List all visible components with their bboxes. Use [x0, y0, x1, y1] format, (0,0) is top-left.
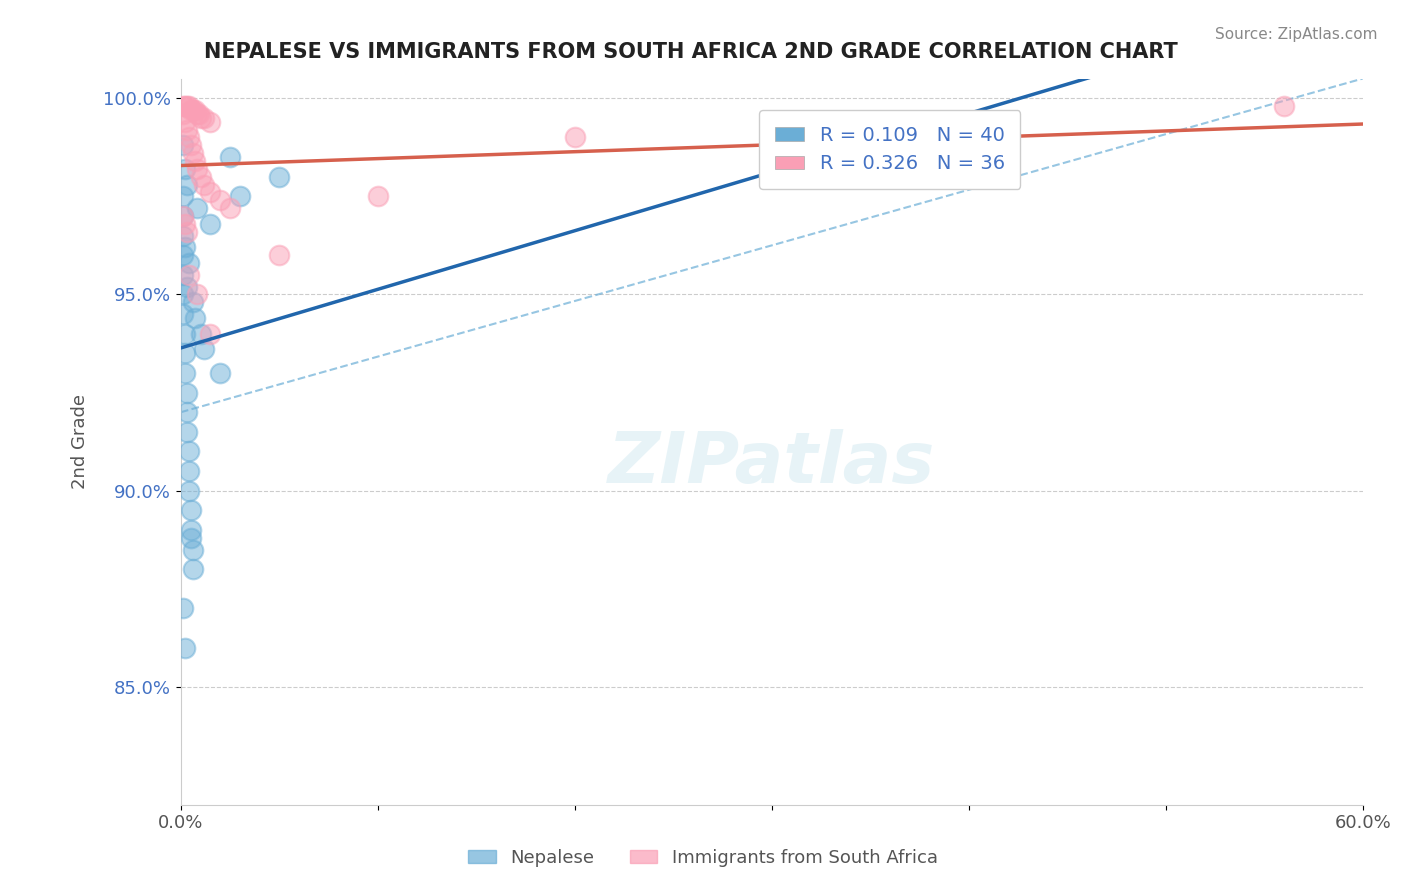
Point	[176, 99, 198, 113]
Point	[269, 169, 291, 184]
Text: ZIPatlas: ZIPatlas	[607, 429, 935, 498]
Point	[190, 111, 212, 125]
Point	[200, 326, 222, 341]
Point	[190, 169, 212, 184]
Legend: R = 0.109   N = 40, R = 0.326   N = 36: R = 0.109 N = 40, R = 0.326 N = 36	[759, 110, 1021, 189]
Point	[180, 503, 202, 517]
Point	[172, 228, 194, 243]
Point	[181, 146, 204, 161]
Point	[176, 405, 198, 419]
Point	[177, 268, 200, 282]
Point	[177, 99, 200, 113]
Point	[176, 279, 198, 293]
Legend: Nepalese, Immigrants from South Africa: Nepalese, Immigrants from South Africa	[461, 842, 945, 874]
Point	[190, 326, 212, 341]
Point	[177, 483, 200, 498]
Point	[173, 161, 195, 176]
Point	[183, 154, 205, 169]
Point	[269, 248, 291, 262]
Point	[176, 122, 198, 136]
Point	[173, 99, 195, 113]
Point	[209, 366, 232, 380]
Point	[187, 107, 209, 121]
Point	[173, 326, 195, 341]
Point	[172, 189, 194, 203]
Point	[186, 107, 208, 121]
Point	[1272, 99, 1295, 113]
Point	[181, 103, 204, 117]
Point	[172, 138, 194, 153]
Point	[172, 287, 194, 301]
Point	[193, 343, 215, 357]
Point	[177, 464, 200, 478]
Point	[177, 444, 200, 458]
Point	[176, 178, 198, 192]
Point	[172, 99, 194, 113]
Point	[193, 111, 215, 125]
Point	[186, 161, 208, 176]
Text: NEPALESE VS IMMIGRANTS FROM SOUTH AFRICA 2ND GRADE CORRELATION CHART: NEPALESE VS IMMIGRANTS FROM SOUTH AFRICA…	[204, 42, 1178, 62]
Point	[200, 115, 222, 129]
Point	[176, 425, 198, 439]
Point	[186, 287, 208, 301]
Point	[209, 194, 232, 208]
Point	[173, 240, 195, 254]
Point	[193, 178, 215, 192]
Point	[173, 217, 195, 231]
Point	[181, 542, 204, 557]
Point	[564, 130, 586, 145]
Point	[172, 248, 194, 262]
Point	[172, 307, 194, 321]
Point	[200, 186, 222, 200]
Point	[183, 311, 205, 326]
Point	[173, 640, 195, 655]
Point	[181, 295, 204, 310]
Point	[181, 562, 204, 576]
Point	[180, 138, 202, 153]
Point	[229, 189, 252, 203]
Point	[200, 217, 222, 231]
Point	[177, 256, 200, 270]
Point	[180, 531, 202, 545]
Point	[918, 150, 941, 164]
Point	[172, 209, 194, 223]
Point	[176, 225, 198, 239]
Point	[219, 150, 242, 164]
Point	[172, 209, 194, 223]
Point	[183, 103, 205, 117]
Point	[180, 103, 202, 117]
Point	[173, 115, 195, 129]
Point	[219, 201, 242, 215]
Point	[177, 130, 200, 145]
Point	[180, 523, 202, 537]
Point	[186, 201, 208, 215]
Point	[172, 268, 194, 282]
Y-axis label: 2nd Grade: 2nd Grade	[72, 394, 89, 489]
Point	[173, 346, 195, 360]
Point	[173, 366, 195, 380]
Point	[761, 150, 783, 164]
Text: Source: ZipAtlas.com: Source: ZipAtlas.com	[1215, 27, 1378, 42]
Point	[172, 107, 194, 121]
Point	[172, 601, 194, 615]
Point	[176, 385, 198, 400]
Point	[367, 189, 389, 203]
